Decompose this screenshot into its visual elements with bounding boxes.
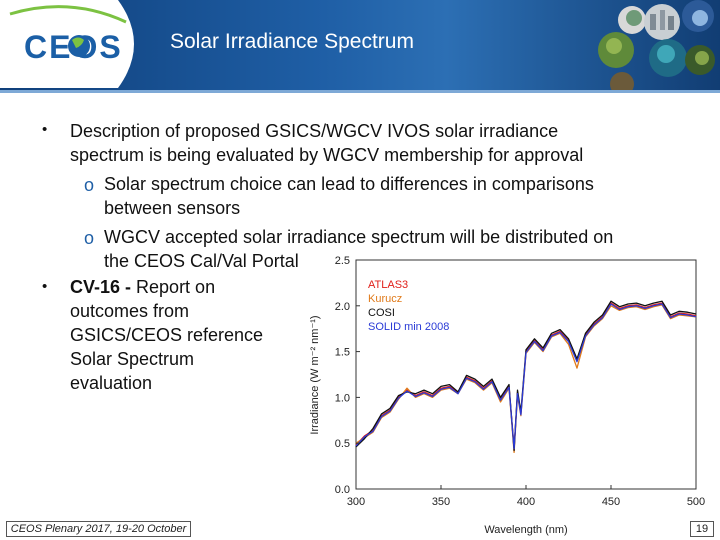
y-tick-label: 0.5 [335, 438, 350, 450]
y-tick-label: 1.0 [335, 392, 350, 404]
plot-area [355, 259, 697, 490]
y-tick-label: 2.5 [335, 255, 350, 267]
ceos-logo: CEOS [0, 0, 134, 88]
bullet-2-lead-rest: Report on [131, 277, 216, 297]
series-line-kurucz [355, 304, 697, 454]
bullet-2-line-1: CV-16 - Report on [70, 277, 215, 298]
x-tick-label: 300 [347, 496, 365, 508]
x-axis-label: Wavelength (nm) [484, 524, 567, 536]
terrain-photo-icon [610, 72, 634, 90]
logo-swoosh [9, 5, 127, 24]
sub-bullet-2-line-2: the CEOS Cal/Val Portal [104, 251, 299, 271]
y-tick-label: 0.0 [335, 484, 350, 496]
globe-land [72, 37, 84, 48]
slide-title: Solar Irradiance Spectrum [170, 30, 414, 53]
x-tick-label: 500 [687, 496, 705, 508]
y-tick-label: 2.0 [335, 301, 350, 313]
x-tick-label: 400 [517, 496, 535, 508]
legend-entry: Kurucz [368, 293, 402, 305]
footer-event: CEOS Plenary 2017, 19-20 October [6, 521, 191, 537]
bullet-1-line-1: Description of proposed GSICS/WGCV IVOS … [70, 121, 559, 141]
y-tick-label: 1.5 [335, 347, 350, 359]
y-axis-label: Irradiance (W m⁻² nm⁻¹) [309, 315, 321, 434]
page-number: 19 [690, 521, 714, 537]
bullet-2-line-4: Solar Spectrum [70, 349, 195, 369]
header-divider [0, 90, 720, 93]
bullet-2-line-2: outcomes from [70, 301, 190, 321]
sub-bullet-marker: o [84, 228, 95, 248]
logo-backdrop [0, 0, 134, 88]
sub-bullet-1-line-1: Solar spectrum choice can lead to differ… [104, 174, 594, 194]
sub-bullet-2-line-1: WGCV accepted solar irradiance spectrum … [104, 227, 614, 247]
x-tick-label: 350 [432, 496, 450, 508]
earth-imagery-collage [598, 0, 715, 90]
bullet-2-lead: CV-16 - [70, 277, 132, 297]
legend-entry: COSI [368, 307, 395, 319]
x-tick-label: 450 [602, 496, 620, 508]
bullet-2-line-3: GSICS/CEOS reference [70, 325, 264, 345]
sub-bullet-1-line-2: between sensors [104, 198, 241, 218]
sub-bullet-marker: o [84, 175, 95, 195]
bullet-2-line-5: evaluation [70, 373, 153, 393]
irradiance-chart: 300 350 400 450 500 0.0 0.5 1.0 1.5 2.0 2.5 ATLAS3… [309, 255, 705, 536]
bullet-marker: • [42, 121, 48, 138]
bullet-1-line-2: spectrum is being evaluated by WGCV memb… [70, 145, 584, 165]
legend-entry: SOLID min 2008 [368, 321, 449, 333]
legend-entry: ATLAS3 [368, 279, 408, 291]
bullet-marker: • [42, 278, 48, 295]
series-line-solid-min-2008 [355, 303, 697, 450]
